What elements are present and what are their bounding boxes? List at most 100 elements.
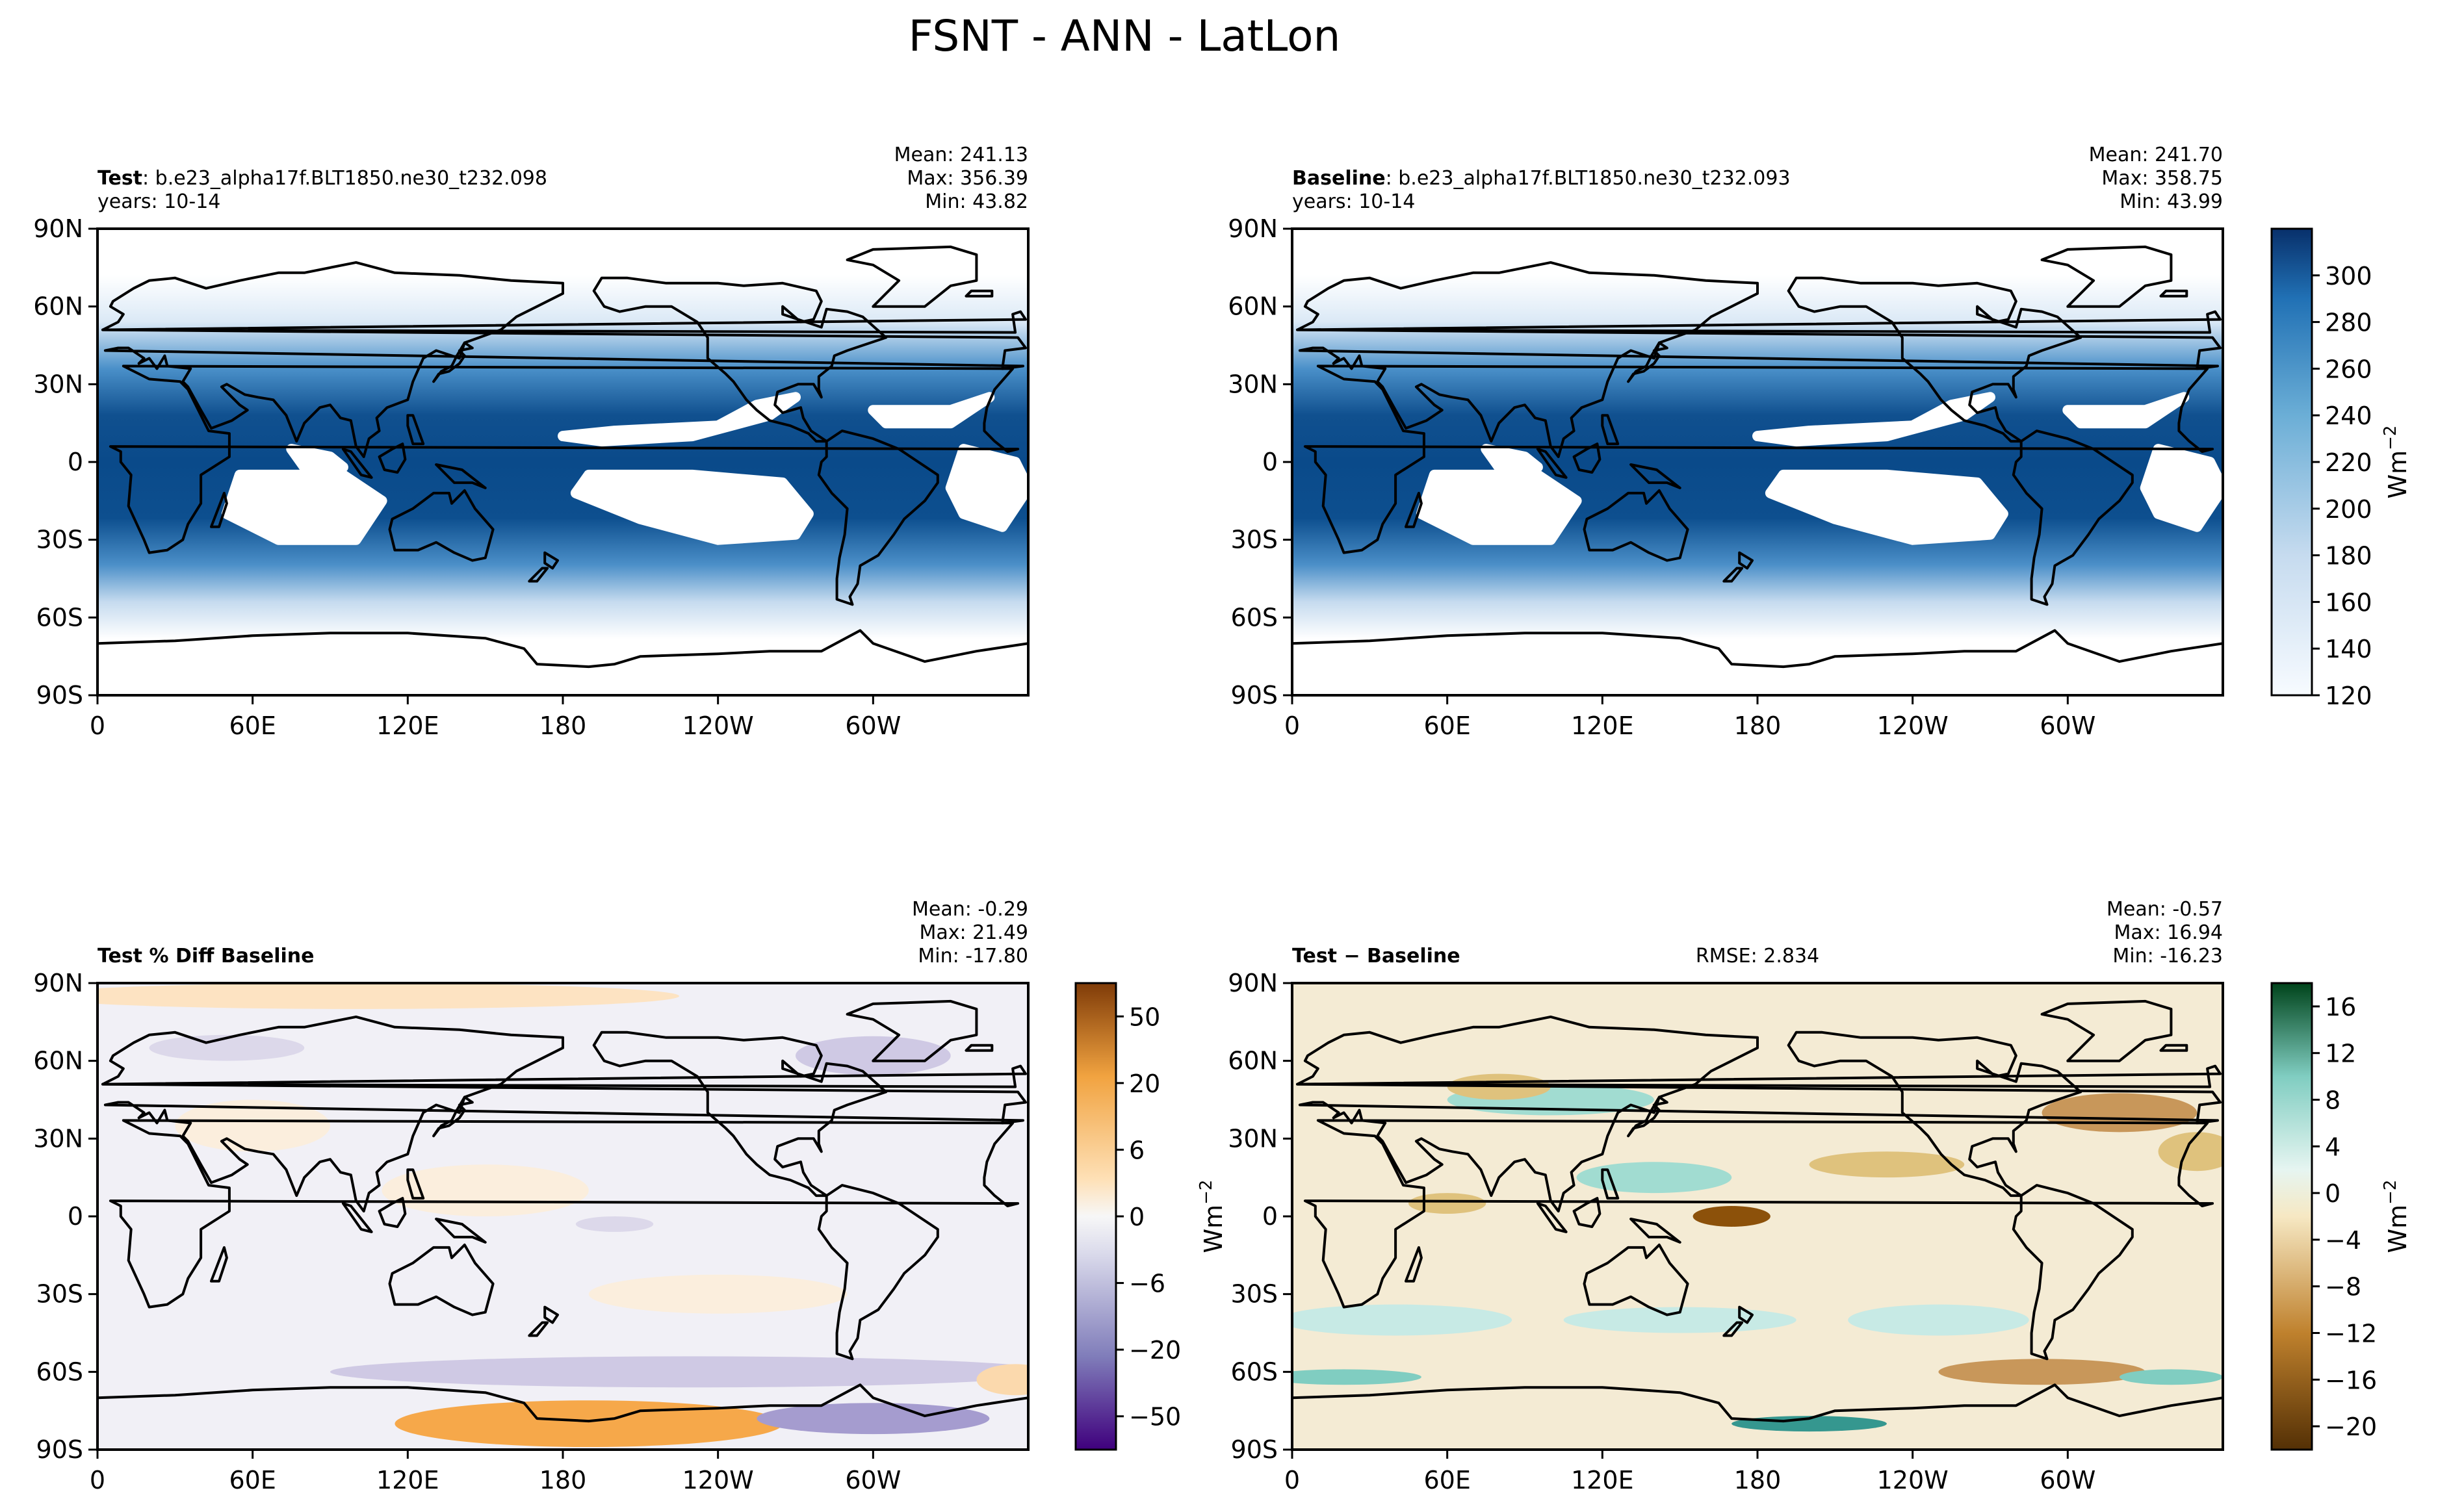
coastline-nzSouth xyxy=(1722,567,1744,583)
lon-tick-label: 0 xyxy=(1284,711,1300,740)
coastline-nzNorth xyxy=(543,551,559,570)
lon-tick-label: 60E xyxy=(229,711,276,740)
panel-title-rest: : b.e23_alpha17f.BLT1850.ne30_t232.098 xyxy=(142,167,547,190)
coastline-philippines xyxy=(406,414,425,446)
colorbar-ramp xyxy=(2270,982,2313,1451)
coastlines xyxy=(1292,999,2223,1450)
colorbar-tick-label: 220 xyxy=(2325,448,2372,477)
anomaly-region-4 xyxy=(976,1364,1028,1396)
map-field xyxy=(1292,983,2223,1450)
lat-tick-label: 30S xyxy=(36,1280,83,1309)
map-field xyxy=(1292,229,2223,695)
colorbar-unit-exp: −2 xyxy=(1197,1180,1216,1205)
anomaly-region-5 xyxy=(382,1164,589,1216)
colorbars-layer: 120140160180200220240260280300Wm−2−50−20… xyxy=(1074,227,2412,1451)
colorbar-tick-label: 180 xyxy=(2325,542,2372,570)
low-value-region-2 xyxy=(1416,469,1582,545)
low-value-region-5 xyxy=(286,444,348,472)
lat-tick-label: 60S xyxy=(1231,1357,1278,1386)
colorbar-tick-label: 300 xyxy=(2325,262,2372,290)
coastline-australia xyxy=(388,489,495,562)
coastline-eurasia xyxy=(101,1015,1027,1212)
colorbar-ramp xyxy=(1074,982,1117,1451)
lat-tick-label: 30S xyxy=(36,526,83,554)
anomaly-region-3 xyxy=(2042,1093,2198,1133)
low-value-region-3 xyxy=(2140,444,2223,532)
coastline-nAmerica xyxy=(1787,1031,2082,1198)
anomaly-region-10 xyxy=(1408,1193,1486,1214)
low-value-region-5 xyxy=(1481,444,1543,472)
panel-stat: Max: 16.94 xyxy=(2114,921,2223,944)
lat-tick-label: 60N xyxy=(1228,292,1278,321)
colorbar-unit-base: Wm xyxy=(1199,1205,1228,1253)
lat-tick-label: 0 xyxy=(1262,1202,1278,1231)
coastline-nzSouth xyxy=(528,567,549,583)
colorbar-pct: −50 −20 −6 0 6 20 50 Wm−2 xyxy=(1074,982,1228,1451)
lat-tick-label: 30N xyxy=(1228,370,1278,398)
coastline-nzNorth xyxy=(543,1305,559,1324)
coastline-japan xyxy=(1627,341,1668,383)
panel-stat: Min: 43.99 xyxy=(2120,190,2223,213)
coastline-nzNorth xyxy=(1738,1305,1754,1324)
colorbar-tick-label: 50 xyxy=(1129,1003,1160,1031)
coastline-greenland xyxy=(846,245,978,308)
lon-tick-label: 60W xyxy=(2040,711,2095,740)
coastline-sAmerica xyxy=(2012,429,2134,606)
coastline-nAmerica xyxy=(592,276,888,443)
coastline-newGuinea xyxy=(1629,463,1681,489)
coastlines xyxy=(97,999,1028,1450)
lat-tick-label: 30S xyxy=(1231,526,1278,554)
coastline-africa xyxy=(109,365,1020,554)
panel-title-rest: : b.e23_alpha17f.BLT1850.ne30_t232.093 xyxy=(1386,167,1791,190)
lat-tick-label: 90N xyxy=(33,214,83,243)
coastline-antarctica xyxy=(97,629,1028,695)
lon-tick-label: 180 xyxy=(1734,711,1782,740)
colorbar-tick-label: −4 xyxy=(2325,1226,2361,1255)
coastline-eurasia xyxy=(1296,261,2222,458)
coastline-nzNorth xyxy=(1738,551,1754,570)
low-value-region-1 xyxy=(570,469,814,545)
coastline-madagascar xyxy=(1405,491,1423,528)
lat-tick-label: 0 xyxy=(68,1202,83,1231)
anomaly-region-6 xyxy=(175,1099,330,1152)
colorbar-tick-label: −16 xyxy=(2325,1366,2377,1394)
coastline-madagascar xyxy=(210,1246,228,1283)
colorbar-tick-label: 0 xyxy=(1129,1203,1145,1231)
colorbar-unit: Wm−2 xyxy=(2381,426,2412,499)
lon-tick-label: 60W xyxy=(2040,1466,2095,1494)
anomaly-region-11 xyxy=(1292,1369,1421,1385)
coastline-borneo xyxy=(1572,1197,1602,1228)
lon-tick-label: 60E xyxy=(1423,1466,1470,1494)
colorbar-unit-base: Wm xyxy=(2383,1205,2412,1253)
anomaly-region-1 xyxy=(757,1403,990,1435)
lat-tick-label: 90N xyxy=(33,969,83,997)
colorbar-tick-label: −6 xyxy=(1129,1270,1165,1298)
coastline-madagascar xyxy=(1405,1246,1423,1283)
low-value-region-4 xyxy=(2062,392,2190,429)
coastline-iceland xyxy=(2159,1044,2188,1052)
lon-tick-label: 0 xyxy=(1284,1466,1300,1494)
coastline-newGuinea xyxy=(435,1218,487,1244)
panel-stat: Mean: 241.13 xyxy=(894,144,1028,166)
coastline-africa xyxy=(1303,1119,2214,1309)
anomaly-region-9 xyxy=(1809,1151,1965,1178)
coastline-greenland xyxy=(846,999,978,1062)
colorbar-tick-label: 140 xyxy=(2325,635,2372,663)
panel-title-bold: Test % Diff Baseline xyxy=(97,945,315,967)
coastline-iceland xyxy=(965,1044,994,1052)
lat-tick-label: 90N xyxy=(1228,214,1278,243)
coastline-philippines xyxy=(1601,414,1620,446)
lon-tick-label: 120E xyxy=(1571,711,1634,740)
low-value-region-3 xyxy=(945,444,1028,532)
lat-tick-label: 30N xyxy=(33,370,83,398)
anomaly-region-7 xyxy=(588,1274,848,1314)
map-field xyxy=(97,983,1028,1450)
coastline-eurasia xyxy=(1296,1015,2222,1212)
colorbar-tick-label: 4 xyxy=(2325,1133,2341,1161)
field-fill xyxy=(1292,229,2223,695)
colorbar-tick-label: 6 xyxy=(1129,1136,1145,1164)
